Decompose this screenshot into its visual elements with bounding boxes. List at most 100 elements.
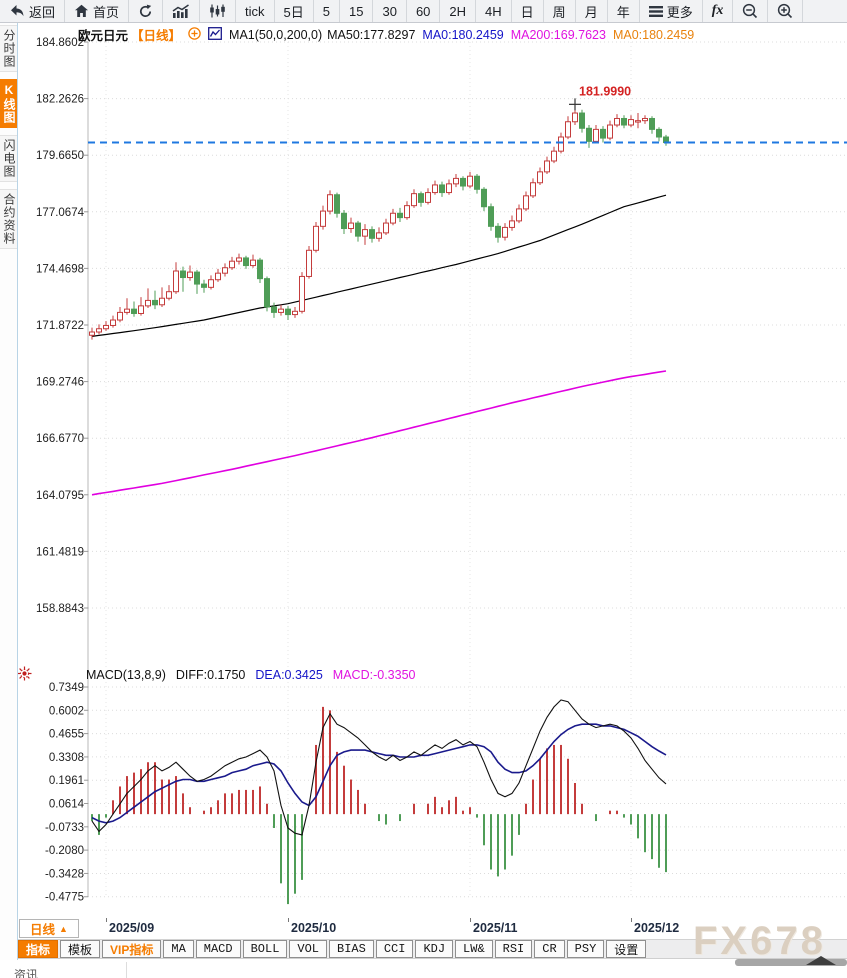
- fx-button[interactable]: fx: [703, 0, 734, 22]
- line-chart-button[interactable]: [163, 0, 201, 22]
- candles: [89, 104, 669, 340]
- more-button[interactable]: 更多: [640, 0, 703, 22]
- cr-tab[interactable]: CR: [534, 940, 565, 958]
- macd-macd-value: MACD:-0.3350: [332, 668, 416, 682]
- psy-tab[interactable]: PSY: [566, 940, 605, 958]
- period-year-button[interactable]: 年: [608, 0, 640, 22]
- svg-text:-0.0733: -0.0733: [45, 822, 84, 834]
- sidebar-item-contract-info[interactable]: 合约资料: [0, 189, 17, 249]
- ma0-value-orange: MA0:180.2459: [612, 27, 695, 42]
- candlestick-icon: [209, 4, 226, 18]
- period-4h-button-label: 4H: [485, 3, 502, 19]
- ma200-line: [91, 370, 667, 496]
- bias-tab[interactable]: BIAS: [329, 940, 374, 958]
- period-5-button-label: 5: [322, 3, 330, 19]
- period-15-button-label: 15: [349, 3, 364, 19]
- ma-definition: MA1(50,0,200,0): [229, 27, 323, 42]
- zoom-in-button[interactable]: [768, 0, 804, 22]
- main-chart-canvas[interactable]: 184.8602 182.2626 179.6650 177.0674 174.4698…: [18, 22, 847, 918]
- svg-text:-0.3428: -0.3428: [45, 868, 84, 880]
- period-5-button[interactable]: 5: [314, 0, 340, 22]
- sidebar-item-time-chart[interactable]: 分时图: [0, 25, 17, 72]
- period-5day-button[interactable]: 5日: [275, 0, 314, 22]
- candlestick-button[interactable]: [200, 0, 237, 22]
- macd-axis-labels: 0.7349 0.6002 0.4655 0.3308 0.1961 0.0614 -0.0…: [45, 682, 85, 904]
- period-day-button-label: 日: [520, 4, 534, 20]
- home-icon: [74, 4, 89, 18]
- period-label: 【日线】: [131, 29, 182, 43]
- period-selector-label: 日线: [30, 923, 56, 937]
- svg-text:-0.2080: -0.2080: [45, 845, 84, 857]
- news-tab[interactable]: 资讯: [14, 968, 39, 978]
- zoom-out-icon: [742, 3, 758, 19]
- month-label: 2025/12: [634, 921, 680, 935]
- refresh-button[interactable]: [129, 0, 164, 22]
- vol-tab[interactable]: VOL: [289, 940, 328, 958]
- bottom-strip: [0, 960, 847, 978]
- period-5day-button-label: 5日: [283, 4, 304, 20]
- add-indicator-icon[interactable]: [188, 26, 201, 43]
- ma-settings-icon[interactable]: [208, 26, 222, 43]
- vip-indicator-tab[interactable]: VIP指标: [102, 940, 162, 958]
- period-day-button[interactable]: 日: [512, 0, 544, 22]
- ma50-value: MA50:177.8297: [327, 27, 416, 42]
- svg-text:0.4655: 0.4655: [49, 729, 84, 741]
- cci-tab[interactable]: CCI: [375, 940, 414, 958]
- kdj-tab[interactable]: KDJ: [415, 940, 454, 958]
- month-tick: [470, 918, 471, 922]
- horizontal-scrollbar[interactable]: [735, 959, 847, 966]
- period-2h-button[interactable]: 2H: [440, 0, 477, 22]
- tick-button-label: tick: [245, 3, 265, 19]
- svg-text:174.4698: 174.4698: [36, 263, 84, 275]
- period-selector[interactable]: 日线 ▲: [19, 919, 79, 938]
- month-label: 2025/09: [109, 921, 155, 935]
- lw-tab[interactable]: LW&: [455, 940, 493, 958]
- month-tick: [106, 918, 107, 922]
- settings-tab[interactable]: 设置: [606, 940, 647, 958]
- period-4h-button[interactable]: 4H: [476, 0, 512, 22]
- svg-text:-0.4775: -0.4775: [45, 892, 84, 904]
- scroll-arrow-icon[interactable]: [806, 956, 836, 965]
- svg-text:158.8843: 158.8843: [36, 603, 84, 615]
- time-axis: 日线 ▲ 2025/09 2025/10 2025/11 2025/12: [18, 918, 847, 938]
- gridlines: [88, 41, 847, 898]
- period-week-button[interactable]: 周: [544, 0, 576, 22]
- month-label: 2025/10: [291, 921, 337, 935]
- period-15-button[interactable]: 15: [340, 0, 374, 22]
- svg-text:164.0795: 164.0795: [36, 490, 84, 502]
- period-month-button[interactable]: 月: [576, 0, 608, 22]
- period-week-button-label: 周: [552, 4, 566, 20]
- symbol-name: 欧元日元: [78, 29, 129, 43]
- ma0-value-blue: MA0:180.2459: [422, 27, 504, 42]
- zoom-out-button[interactable]: [733, 0, 769, 22]
- period-30-button[interactable]: 30: [373, 0, 407, 22]
- svg-text:0.7349: 0.7349: [49, 682, 84, 694]
- svg-text:0.3308: 0.3308: [49, 752, 84, 764]
- rsi-tab[interactable]: RSI: [494, 940, 533, 958]
- template-tab[interactable]: 模板: [60, 940, 101, 958]
- menu-icon: [648, 5, 663, 17]
- indicator-tab[interactable]: 指标: [18, 940, 59, 958]
- ma-tab[interactable]: MA: [163, 940, 194, 958]
- tick-button[interactable]: tick: [236, 0, 275, 22]
- macd-title: MACD(13,8,9) DIFF:0.1750 DEA:0.3425 MACD…: [86, 668, 415, 682]
- dea-line: [91, 723, 667, 824]
- boll-tab[interactable]: BOLL: [242, 940, 288, 958]
- more-button-label: 更多: [666, 4, 693, 20]
- home-button-label: 首页: [93, 4, 120, 20]
- sidebar-item-kline-chart[interactable]: K线图: [0, 79, 17, 128]
- refresh-icon: [138, 4, 153, 19]
- back-button[interactable]: 返回: [0, 0, 66, 22]
- period-60-button[interactable]: 60: [407, 0, 441, 22]
- fx-button-label: fx: [711, 3, 724, 18]
- period-60-button-label: 60: [415, 3, 431, 19]
- home-button[interactable]: 首页: [65, 0, 130, 22]
- macd-settings-icon[interactable]: [17, 666, 32, 686]
- macd-params: MACD(13,8,9): [86, 668, 166, 682]
- svg-text:177.0674: 177.0674: [36, 207, 85, 219]
- macd-tab[interactable]: MACD: [195, 940, 241, 958]
- svg-text:0.6002: 0.6002: [49, 705, 84, 717]
- sidebar-item-lightning-chart[interactable]: 闪电图: [0, 135, 17, 182]
- svg-text:0.1961: 0.1961: [49, 775, 84, 787]
